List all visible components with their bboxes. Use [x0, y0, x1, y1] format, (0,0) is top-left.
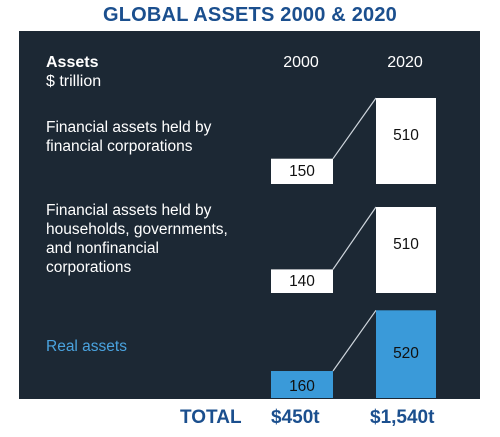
value-label-2000-real-assets: 160 [289, 378, 315, 395]
row-label-line: Financial assets held by [46, 202, 212, 219]
value-label-2000-households: 140 [289, 273, 315, 290]
row-label-line: and nonfinancial [46, 240, 159, 257]
value-label-2020-financial-corporations: 510 [393, 127, 419, 144]
total-2000: $450t [271, 407, 320, 428]
total-2020: $1,540t [370, 407, 435, 428]
row-label-households-governments: Financial assets held by households, gov… [46, 201, 266, 277]
row-label-financial-corporations: Financial assets held by financial corpo… [46, 118, 266, 156]
connector-line-financial-corporations [332, 97, 377, 160]
bar-2020-households [376, 207, 436, 293]
year-header-2000: 2000 [283, 54, 319, 71]
row-label-line: Real assets [46, 338, 127, 355]
row-label-real-assets: Real assets [46, 337, 266, 356]
total-label: TOTAL [180, 407, 242, 428]
value-label-2000-financial-corporations: 150 [289, 163, 315, 180]
bar-2020-real-assets [376, 310, 436, 398]
bar-2000-households [271, 269, 333, 293]
value-label-2020-real-assets: 520 [393, 345, 419, 362]
row-label-line: corporations [46, 259, 132, 276]
row-label-line: financial corporations [46, 138, 193, 155]
connector-line-households [332, 206, 377, 270]
row-label-line: Financial assets held by [46, 119, 212, 136]
bar-2000-real-assets [271, 371, 333, 398]
row-label-line: households, governments, [46, 221, 228, 238]
chart-title: GLOBAL ASSETS 2000 & 2020 [102, 4, 397, 26]
unit-label: $ trillion [46, 73, 102, 90]
assets-header: Assets [46, 54, 99, 71]
bar-2000-financial-corporations [271, 158, 333, 184]
value-label-2020-households: 510 [393, 236, 419, 253]
bar-2020-financial-corporations [376, 98, 436, 184]
connector-line-real-assets [332, 309, 377, 372]
year-header-2020: 2020 [387, 54, 423, 71]
